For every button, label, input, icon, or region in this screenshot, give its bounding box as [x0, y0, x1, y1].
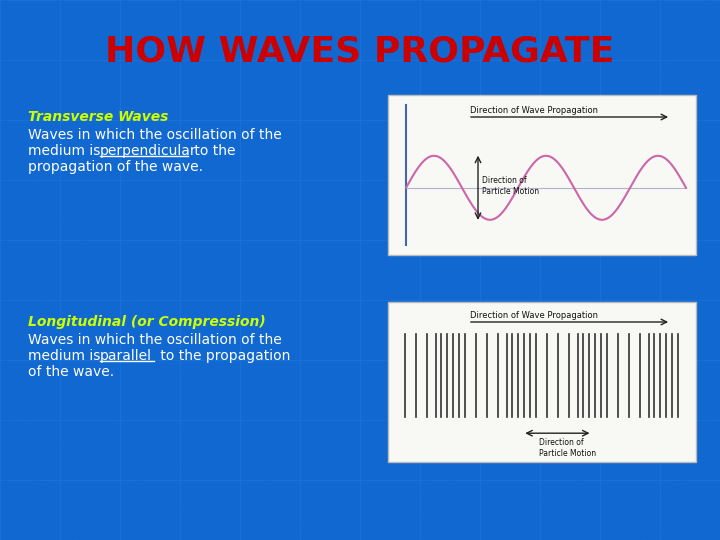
Text: to the: to the [190, 144, 235, 158]
Text: medium is: medium is [28, 349, 104, 363]
Text: Longitudinal (or Compression): Longitudinal (or Compression) [28, 315, 266, 329]
Text: Direction of
Particle Motion: Direction of Particle Motion [482, 176, 539, 195]
Text: Direction of Wave Propagation: Direction of Wave Propagation [470, 106, 598, 115]
Text: medium is: medium is [28, 144, 104, 158]
Text: Waves in which the oscillation of the: Waves in which the oscillation of the [28, 333, 282, 347]
Text: HOW WAVES PROPAGATE: HOW WAVES PROPAGATE [105, 35, 615, 69]
Text: parallel: parallel [100, 349, 152, 363]
Text: propagation of the wave.: propagation of the wave. [28, 160, 203, 174]
Text: of the wave.: of the wave. [28, 365, 114, 379]
Text: Direction of
Particle Motion: Direction of Particle Motion [539, 438, 597, 457]
Bar [388, 95, 696, 255]
Text: Direction of Wave Propagation: Direction of Wave Propagation [470, 311, 598, 320]
Text: Waves in which the oscillation of the: Waves in which the oscillation of the [28, 128, 282, 142]
Text: to the propagation: to the propagation [156, 349, 290, 363]
Text: perpendicular: perpendicular [100, 144, 197, 158]
Bar [388, 302, 696, 462]
Text: Transverse Waves: Transverse Waves [28, 110, 168, 124]
